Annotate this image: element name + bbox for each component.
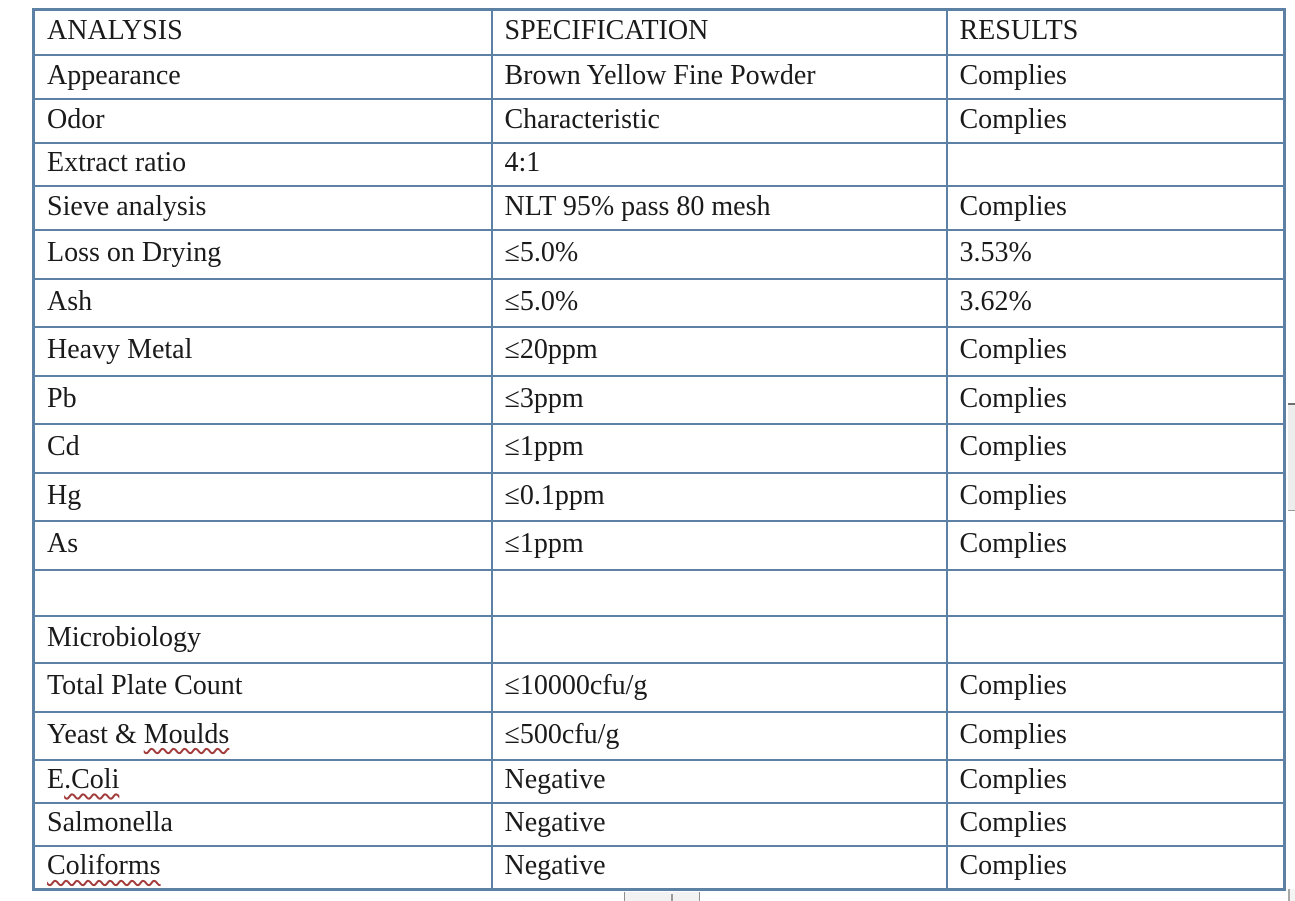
misspelled-word: Coliforms xyxy=(47,850,161,882)
analysis-cell: Yeast & Moulds xyxy=(32,710,493,761)
specification-cell: Negative xyxy=(490,844,948,891)
analysis-cell: Microbiology xyxy=(32,614,493,664)
row-empty-spacer xyxy=(32,568,1286,617)
specification-cell: ≤5.0% xyxy=(490,228,948,280)
table-header-row: ANALYSIS SPECIFICATION RESULTS xyxy=(32,8,1286,56)
results-cell xyxy=(945,568,1286,617)
analysis-cell: Loss on Drying xyxy=(32,228,493,280)
row-yeast-moulds: Yeast & Moulds ≤500cfu/g Complies xyxy=(32,710,1286,761)
specification-cell: ≤20ppm xyxy=(490,325,948,377)
analysis-cell: Appearance xyxy=(32,53,493,100)
results-cell: Complies xyxy=(945,97,1286,144)
specification-cell: ≤0.1ppm xyxy=(490,471,948,522)
analysis-cell: Coliforms xyxy=(32,844,493,891)
header-results: RESULTS xyxy=(945,8,1286,56)
analysis-cell: Sieve analysis xyxy=(32,184,493,231)
analysis-cell: Heavy Metal xyxy=(32,325,493,377)
specification-cell: Negative xyxy=(490,758,948,804)
row-microbiology-section: Microbiology xyxy=(32,614,1286,664)
results-cell: Complies xyxy=(945,844,1286,891)
row-loss-on-drying: Loss on Drying ≤5.0% 3.53% xyxy=(32,228,1286,280)
vertical-scrollbar-thumb-fragment[interactable] xyxy=(1288,403,1295,511)
analysis-cell: As xyxy=(32,519,493,571)
row-total-plate-count: Total Plate Count ≤10000cfu/g Complies xyxy=(32,661,1286,713)
results-cell xyxy=(945,614,1286,664)
results-cell: Complies xyxy=(945,661,1286,713)
analysis-cell: Cd xyxy=(32,422,493,474)
row-sieve-analysis: Sieve analysis NLT 95% pass 80 mesh Comp… xyxy=(32,184,1286,231)
row-coliforms: Coliforms Negative Complies xyxy=(32,844,1286,891)
analysis-cell: Ash xyxy=(32,277,493,328)
specification-cell: Characteristic xyxy=(490,97,948,144)
results-cell: Complies xyxy=(945,519,1286,571)
row-odor: Odor Characteristic Complies xyxy=(32,97,1286,144)
results-cell: 3.53% xyxy=(945,228,1286,280)
results-cell: Complies xyxy=(945,374,1286,425)
specification-cell: ≤5.0% xyxy=(490,277,948,328)
specification-cell: ≤1ppm xyxy=(490,422,948,474)
results-cell: Complies xyxy=(945,710,1286,761)
specification-cell: ≤500cfu/g xyxy=(490,710,948,761)
analysis-text: E xyxy=(47,764,65,795)
misspelled-word: Moulds xyxy=(143,718,230,750)
specification-cell: NLT 95% pass 80 mesh xyxy=(490,184,948,231)
row-pb: Pb ≤3ppm Complies xyxy=(32,374,1286,425)
row-ash: Ash ≤5.0% 3.62% xyxy=(32,277,1286,328)
analysis-cell: E.Coli xyxy=(32,758,493,804)
specification-cell: Negative xyxy=(490,801,948,847)
specification-cell: ≤1ppm xyxy=(490,519,948,571)
results-cell: Complies xyxy=(945,184,1286,231)
row-extract-ratio: Extract ratio 4:1 xyxy=(32,141,1286,187)
row-cd: Cd ≤1ppm Complies xyxy=(32,422,1286,474)
analysis-cell: Pb xyxy=(32,374,493,425)
row-heavy-metal: Heavy Metal ≤20ppm Complies xyxy=(32,325,1286,377)
analysis-cell xyxy=(32,568,493,617)
header-analysis: ANALYSIS xyxy=(32,8,493,56)
row-appearance: Appearance Brown Yellow Fine Powder Comp… xyxy=(32,53,1286,100)
results-cell: Complies xyxy=(945,422,1286,474)
analysis-cell: Salmonella xyxy=(32,801,493,847)
results-cell: Complies xyxy=(945,758,1286,804)
results-cell: Complies xyxy=(945,801,1286,847)
scrollbar-corner-fragment xyxy=(1288,889,1295,901)
results-cell xyxy=(945,141,1286,187)
row-hg: Hg ≤0.1ppm Complies xyxy=(32,471,1286,522)
analysis-text: Yeast & xyxy=(47,718,144,750)
analysis-cell: Total Plate Count xyxy=(32,661,493,713)
row-e-coli: E.Coli Negative Complies xyxy=(32,758,1286,804)
specification-cell xyxy=(490,568,948,617)
analysis-cell: Hg xyxy=(32,471,493,522)
results-cell: 3.62% xyxy=(945,277,1286,328)
analysis-cell: Extract ratio xyxy=(32,141,493,187)
specification-cell: Brown Yellow Fine Powder xyxy=(490,53,948,100)
row-salmonella: Salmonella Negative Complies xyxy=(32,801,1286,847)
misspelled-word: .Coli xyxy=(64,764,120,795)
specification-cell: 4:1 xyxy=(490,141,948,187)
scrollbar-tick xyxy=(671,894,673,901)
certificate-of-analysis-table: ANALYSIS SPECIFICATION RESULTS Appearanc… xyxy=(32,8,1286,891)
specification-cell xyxy=(490,614,948,664)
analysis-cell: Odor xyxy=(32,97,493,144)
results-cell: Complies xyxy=(945,471,1286,522)
specification-cell: ≤10000cfu/g xyxy=(490,661,948,713)
horizontal-scrollbar-fragment[interactable] xyxy=(624,892,700,901)
results-cell: Complies xyxy=(945,325,1286,377)
header-specification: SPECIFICATION xyxy=(490,8,948,56)
results-cell: Complies xyxy=(945,53,1286,100)
row-as: As ≤1ppm Complies xyxy=(32,519,1286,571)
specification-cell: ≤3ppm xyxy=(490,374,948,425)
